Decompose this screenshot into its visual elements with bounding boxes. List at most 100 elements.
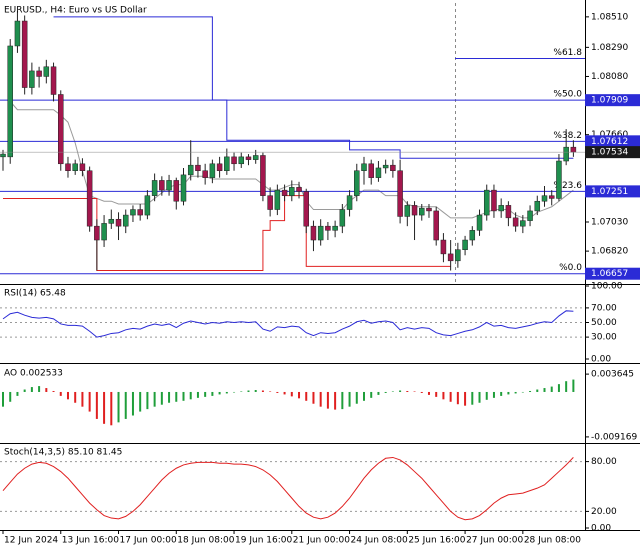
histogram-bar (103, 391, 106, 424)
candle-body (231, 156, 237, 165)
x-tick-label: 28 Jun 08:00 (524, 536, 581, 546)
candle-body (159, 180, 165, 191)
candle-body (317, 225, 324, 241)
histogram-bar (442, 391, 445, 400)
histogram-bar (153, 391, 156, 407)
x-tick-label: 25 Jun 16:00 (408, 536, 465, 546)
candle-body (180, 174, 187, 202)
histogram-bar (240, 391, 243, 392)
y-tick-label: 1.08510 (591, 12, 628, 22)
candle-body (447, 253, 454, 262)
histogram-bar (66, 391, 69, 400)
fib-label: %38.2 (553, 131, 582, 141)
price-tag-label: 1.07612 (591, 137, 628, 147)
candle-body (382, 164, 389, 169)
fib-label: %61.8 (553, 48, 582, 58)
candle-body (527, 210, 533, 221)
panel-title: RSI(14) 65.48 (4, 289, 66, 299)
x-tick-label: 21 Jun 00:00 (293, 536, 350, 546)
histogram-bar (550, 386, 553, 392)
candle-body (346, 195, 353, 210)
histogram-bar (160, 391, 163, 405)
histogram-bar (370, 391, 373, 398)
y-tick-label: 70.00 (591, 303, 617, 313)
candle-body (151, 180, 158, 196)
candle-body (541, 195, 548, 202)
candle-body (498, 205, 504, 212)
histogram-bar (435, 391, 438, 397)
histogram-bar (565, 381, 568, 392)
candle-body (556, 160, 562, 199)
x-tick-label: 17 Jun 00:00 (120, 536, 177, 546)
histogram-bar (290, 391, 293, 397)
candle-body (86, 170, 93, 227)
histogram-bar (456, 391, 459, 405)
histogram-bar (2, 391, 4, 407)
histogram-bar (348, 391, 351, 407)
price-tag-label: 1.06657 (591, 269, 628, 279)
indicator-line (2, 310, 574, 338)
histogram-bar (283, 391, 286, 395)
candle-body (72, 163, 78, 171)
candle-body (455, 249, 461, 262)
candle-body (411, 205, 418, 216)
candle-body (433, 210, 439, 241)
histogram-bar (30, 387, 33, 392)
histogram-bar (9, 391, 12, 402)
histogram-bar (52, 390, 55, 392)
candle-body (58, 94, 64, 165)
histogram-bar (521, 391, 524, 393)
histogram-bar (247, 390, 250, 392)
histogram-bar (146, 391, 149, 410)
candle-body (137, 209, 143, 216)
candle-body (173, 180, 180, 202)
histogram-bar (38, 386, 41, 392)
histogram-bar (420, 391, 423, 393)
x-tick-label: 27 Jun 00:00 (466, 536, 523, 546)
candle-body (29, 70, 35, 88)
candle-body (332, 225, 338, 231)
candle-body (289, 187, 295, 196)
y-tick-label: 1.07030 (591, 218, 628, 228)
candle-body (267, 195, 273, 210)
price-tag (585, 267, 640, 280)
indicator-line (53, 16, 574, 159)
histogram-bar (74, 391, 77, 403)
candle-body (375, 167, 382, 178)
panel-title: AO 0.002533 (4, 369, 63, 379)
histogram-bar (110, 391, 113, 426)
histogram-bar (507, 391, 510, 395)
histogram-bar (254, 390, 257, 392)
candle-body (79, 163, 86, 171)
indicator-line (2, 456, 574, 521)
candle-body (505, 205, 512, 219)
histogram-bar (500, 391, 503, 396)
histogram-bar (464, 391, 467, 406)
y-tick-label: 1.07660 (591, 130, 628, 140)
candle-body (0, 153, 6, 158)
y-tick-label: 30.00 (591, 333, 617, 343)
histogram-bar (298, 391, 301, 399)
candle-body (483, 189, 490, 216)
candle-body (426, 207, 432, 212)
candle-body (512, 217, 519, 227)
candle-body (491, 189, 497, 212)
candle-body (144, 195, 151, 216)
histogram-bar (81, 391, 84, 407)
y-tick-label: 0.00 (591, 355, 611, 365)
histogram-bar (341, 391, 344, 410)
y-tick-label: 80.00 (591, 457, 617, 467)
candle-body (202, 170, 208, 178)
candle-body (187, 164, 194, 176)
candle-body (354, 170, 360, 196)
histogram-bar (536, 389, 539, 392)
x-tick-label: 18 Jun 08:00 (177, 536, 234, 546)
histogram-bar (276, 391, 279, 393)
histogram-bar (88, 391, 91, 412)
histogram-bar (326, 391, 329, 409)
histogram-bar (471, 391, 474, 405)
histogram-bar (572, 379, 575, 392)
histogram-bar (557, 384, 560, 392)
